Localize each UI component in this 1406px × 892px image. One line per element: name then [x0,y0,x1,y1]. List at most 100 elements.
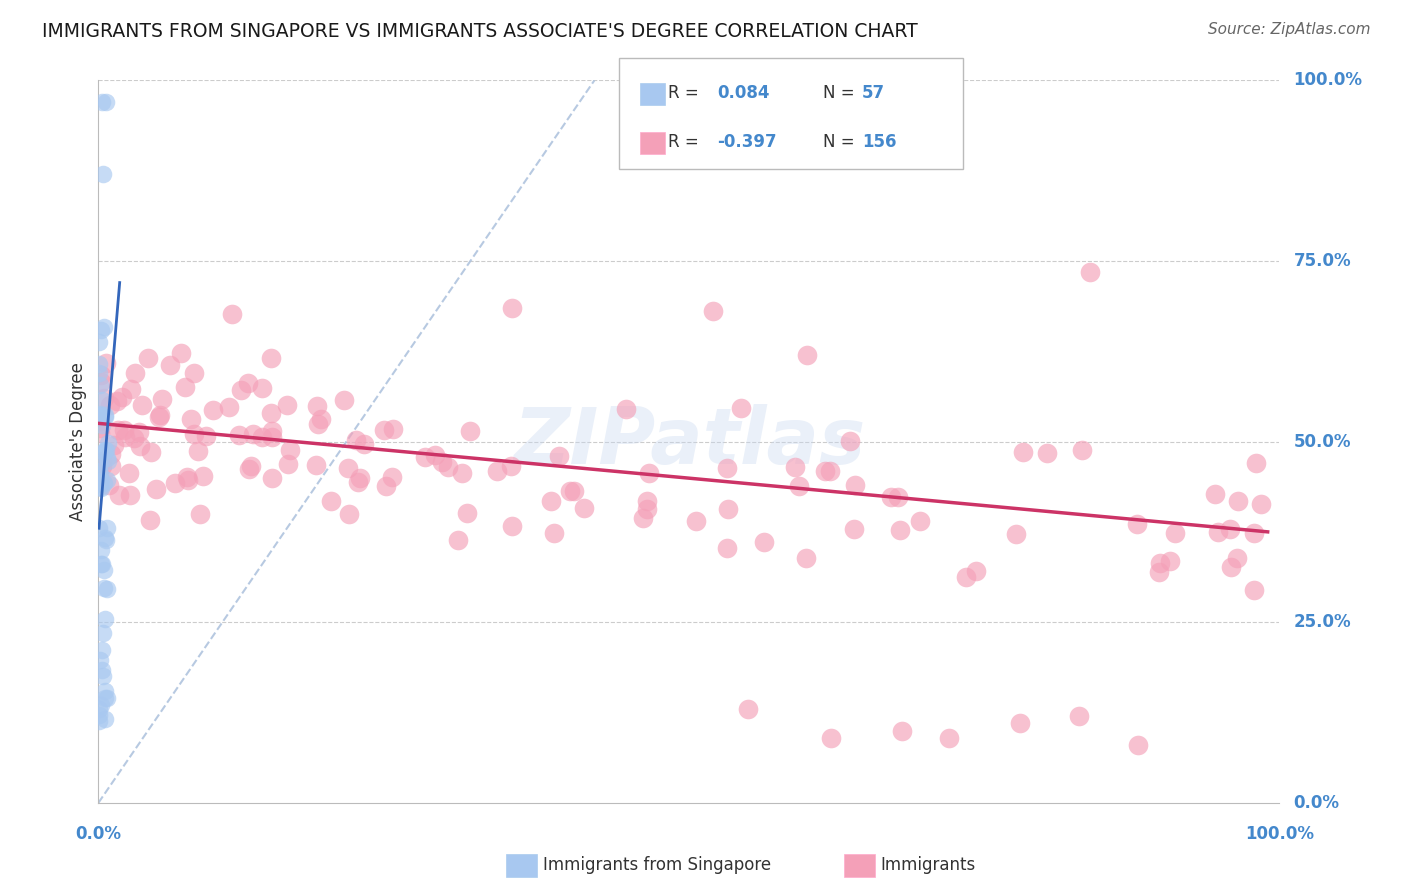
Point [169,346,191,360]
Point [90,409,112,423]
Point [844,523,866,537]
Point [96,691,118,706]
Point [353,437,375,451]
Point [89,475,111,490]
Point [276,398,298,412]
Point [337,461,360,475]
Point [1159,554,1181,568]
Point [87,409,110,423]
Point [1071,442,1094,457]
Point [614,401,637,416]
Point [120,487,142,501]
Point [716,460,738,475]
Point [94,95,117,109]
Point [737,702,759,716]
Point [938,731,960,745]
Point [177,473,200,487]
Point [250,381,273,395]
Text: Immigrants from Singapore: Immigrants from Singapore [543,856,770,874]
Point [1220,560,1243,574]
Text: 100.0%: 100.0% [1244,825,1315,843]
Point [90,368,112,382]
Point [501,459,523,474]
Point [236,376,259,391]
Point [321,494,343,508]
Point [96,582,118,596]
Point [382,422,405,436]
Point [89,714,111,728]
Point [149,408,172,422]
Point [176,469,198,483]
Point [637,501,659,516]
Point [93,563,115,577]
Point [89,467,111,481]
Point [1035,446,1057,460]
Point [1204,487,1226,501]
Point [89,456,111,470]
Text: Source: ZipAtlas.com: Source: ZipAtlas.com [1208,22,1371,37]
Point [456,506,478,520]
Point [307,417,329,432]
Point [730,401,752,416]
Point [716,541,738,555]
Point [173,380,195,394]
Point [501,519,523,533]
Point [103,438,125,452]
Point [128,425,150,439]
Point [120,382,142,396]
Point [260,430,283,444]
Point [787,479,810,493]
Point [574,500,596,515]
Point [89,456,111,470]
Point [796,348,818,362]
Point [820,731,842,745]
Point [965,564,987,578]
Point [413,450,436,464]
Point [108,488,131,502]
Point [187,443,209,458]
Point [242,426,264,441]
Text: IMMIGRANTS FROM SINGAPORE VS IMMIGRANTS ASSOCIATE'S DEGREE CORRELATION CHART: IMMIGRANTS FROM SINGAPORE VS IMMIGRANTS … [42,22,918,41]
Text: 25.0%: 25.0% [1294,613,1351,632]
Point [148,409,170,424]
Point [202,402,225,417]
Point [93,532,115,546]
Point [1219,522,1241,536]
Point [112,423,135,437]
Point [91,458,114,473]
Point [94,443,117,458]
Point [131,398,153,412]
Point [260,425,283,439]
Point [129,439,152,453]
Point [1080,265,1102,279]
Point [90,542,112,557]
Point [96,473,118,487]
Point [425,448,447,462]
Point [89,480,111,494]
Point [96,450,118,465]
Point [221,307,243,321]
Point [97,478,120,492]
Point [1008,716,1031,731]
Point [349,471,371,485]
Point [188,507,211,521]
Point [543,525,565,540]
Text: R =: R = [668,134,704,152]
Point [89,464,111,478]
Point [1126,738,1149,752]
Point [118,467,141,481]
Point [260,351,283,365]
Point [139,445,162,459]
Point [1149,556,1171,570]
Point [1004,527,1026,541]
Point [548,450,571,464]
Point [374,478,396,492]
Point [105,393,128,408]
Point [91,167,114,181]
Point [195,429,218,443]
Point [93,392,115,406]
Point [814,464,837,478]
Point [844,478,866,492]
Point [89,409,111,424]
Point [880,490,903,504]
